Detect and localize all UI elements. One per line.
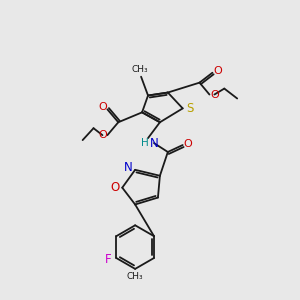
Text: CH₃: CH₃	[127, 272, 143, 281]
Text: O: O	[98, 102, 107, 112]
Text: CH₃: CH₃	[132, 65, 148, 74]
Text: O: O	[98, 130, 107, 140]
Text: N: N	[150, 136, 158, 150]
Text: O: O	[213, 66, 222, 76]
Text: O: O	[183, 139, 192, 149]
Text: O: O	[210, 89, 219, 100]
Text: H: H	[141, 138, 149, 148]
Text: S: S	[186, 102, 193, 115]
Text: O: O	[111, 181, 120, 194]
Text: N: N	[124, 161, 133, 174]
Text: F: F	[105, 254, 112, 266]
